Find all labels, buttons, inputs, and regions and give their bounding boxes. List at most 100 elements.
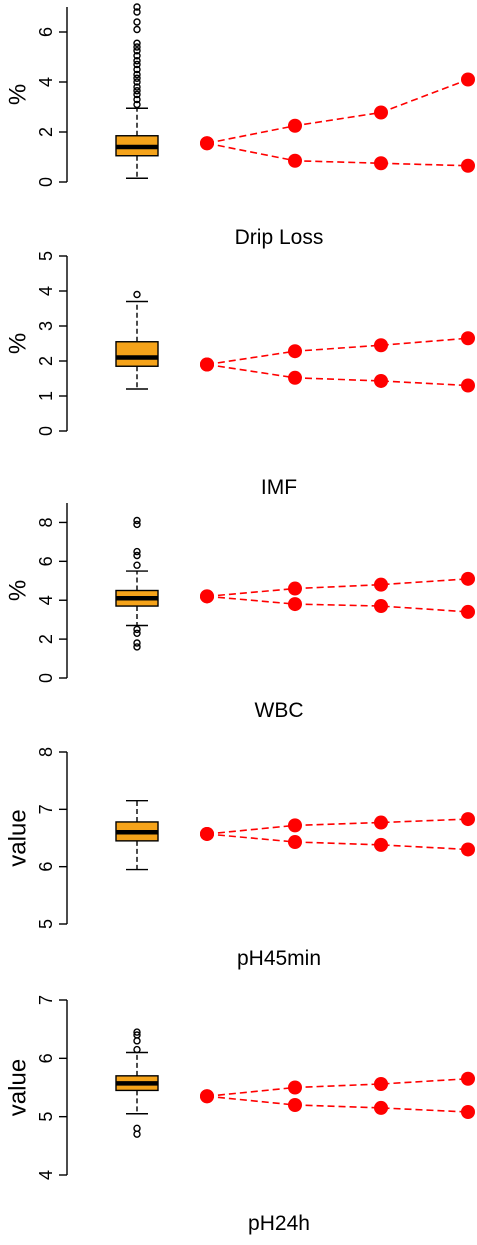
trend-point (374, 338, 388, 353)
trend-point (374, 577, 388, 592)
outlier-point (133, 25, 141, 34)
y-tick-label: 0 (36, 673, 56, 683)
outlier-point (133, 551, 141, 560)
outlier-point (133, 561, 141, 569)
outlier-point (133, 83, 141, 91)
chart-title: pH24h (248, 1212, 310, 1235)
y-axis-label: % (5, 333, 32, 354)
outlier-point (133, 60, 141, 69)
outlier-point (133, 1028, 141, 1036)
outlier-point (133, 65, 141, 74)
y-axis-label: value (5, 809, 32, 866)
chart-panel-2: 0 1 2 3 4 5% IMF (5, 251, 475, 499)
outlier-point (133, 74, 141, 82)
y-tick-label: 2 (36, 356, 56, 366)
trend-point (288, 153, 302, 168)
y-tick-label: 6 (36, 1053, 56, 1063)
y-tick-label: 8 (36, 517, 56, 527)
box-iqr (115, 341, 159, 367)
y-tick-label: 4 (36, 1170, 56, 1180)
outlier-point (133, 18, 141, 26)
trend-point (374, 837, 388, 852)
outlier-point (133, 87, 141, 95)
trend-line-2 (206, 363, 469, 387)
trend-line-2 (206, 1095, 469, 1113)
y-tick-label: 4 (36, 595, 56, 605)
y-tick-label: 5 (36, 919, 56, 929)
y-tick-label: 0 (36, 177, 56, 187)
outlier-point (133, 1130, 141, 1138)
trend-line-1 (206, 1077, 469, 1098)
trend-line-2 (206, 595, 469, 613)
trend-point (200, 357, 214, 372)
trend-point (461, 604, 475, 619)
y-tick-label: 3 (36, 321, 56, 331)
trend-point (374, 599, 388, 614)
trend-point (288, 1098, 302, 1112)
trend-point (461, 1071, 475, 1086)
outlier-point (133, 78, 141, 86)
trend-line-1 (206, 78, 469, 145)
trend-point (374, 1100, 388, 1115)
outlier-point (133, 547, 141, 556)
chart-panel-4: 5 6 7 8 value pH45min (5, 747, 475, 970)
trend-point (374, 156, 388, 171)
trend-point (461, 331, 475, 346)
trend-point (461, 378, 475, 393)
outlier-point (133, 629, 141, 637)
trend-point (288, 818, 302, 833)
outlier-point (133, 52, 141, 60)
y-tick-label: 6 (36, 862, 56, 872)
trend-point (200, 826, 214, 841)
trend-point (288, 118, 302, 133)
outlier-point (133, 639, 141, 647)
y-tick-label: 4 (36, 286, 56, 296)
trend-line-2 (206, 833, 469, 851)
trend-point (461, 158, 475, 173)
chart-panel-1: 0 2 4 6% Drip Loss (5, 3, 475, 249)
trend-point (461, 1105, 475, 1119)
trend-point (200, 1089, 214, 1104)
trend-point (461, 842, 475, 857)
chart-title: Drip Loss (235, 226, 324, 249)
trend-point (374, 815, 388, 830)
trend-point (288, 1080, 302, 1095)
trend-line-1 (206, 818, 469, 835)
y-tick-label: 7 (36, 995, 56, 1005)
trend-point (288, 370, 302, 385)
trend-point (200, 136, 214, 151)
trend-point (374, 1077, 388, 1091)
outlier-point (133, 57, 141, 65)
y-axis-label: % (5, 84, 32, 105)
trend-point (374, 373, 388, 388)
trend-point (374, 105, 388, 120)
y-tick-label: 8 (36, 747, 56, 757)
outlier-point (133, 90, 141, 99)
outlier-point (133, 100, 141, 109)
trend-line-1 (206, 578, 469, 598)
trend-line-1 (206, 337, 469, 366)
y-tick-label: 2 (36, 634, 56, 644)
y-tick-label: 6 (36, 556, 56, 566)
y-tick-label: 6 (36, 27, 56, 37)
trend-point (461, 571, 475, 586)
outlier-point (133, 1031, 141, 1039)
outlier-point (133, 1045, 141, 1054)
chart-panel-5: 4 5 6 7 value pH24h (5, 995, 475, 1235)
trend-point (288, 835, 302, 850)
outlier-point (133, 47, 141, 55)
outlier-point (133, 516, 141, 525)
outlier-point (133, 1124, 141, 1133)
y-tick-label: 5 (36, 1112, 56, 1122)
y-tick-label: 2 (36, 127, 56, 137)
trend-point (288, 597, 302, 612)
trend-point (461, 72, 475, 87)
chart-title: pH45min (237, 947, 321, 970)
trend-point (461, 812, 475, 827)
outlier-point (133, 43, 141, 51)
y-tick-label: 7 (36, 804, 56, 814)
outlier-point (133, 643, 141, 651)
y-axis-label: % (5, 580, 32, 601)
outlier-point (133, 290, 141, 299)
